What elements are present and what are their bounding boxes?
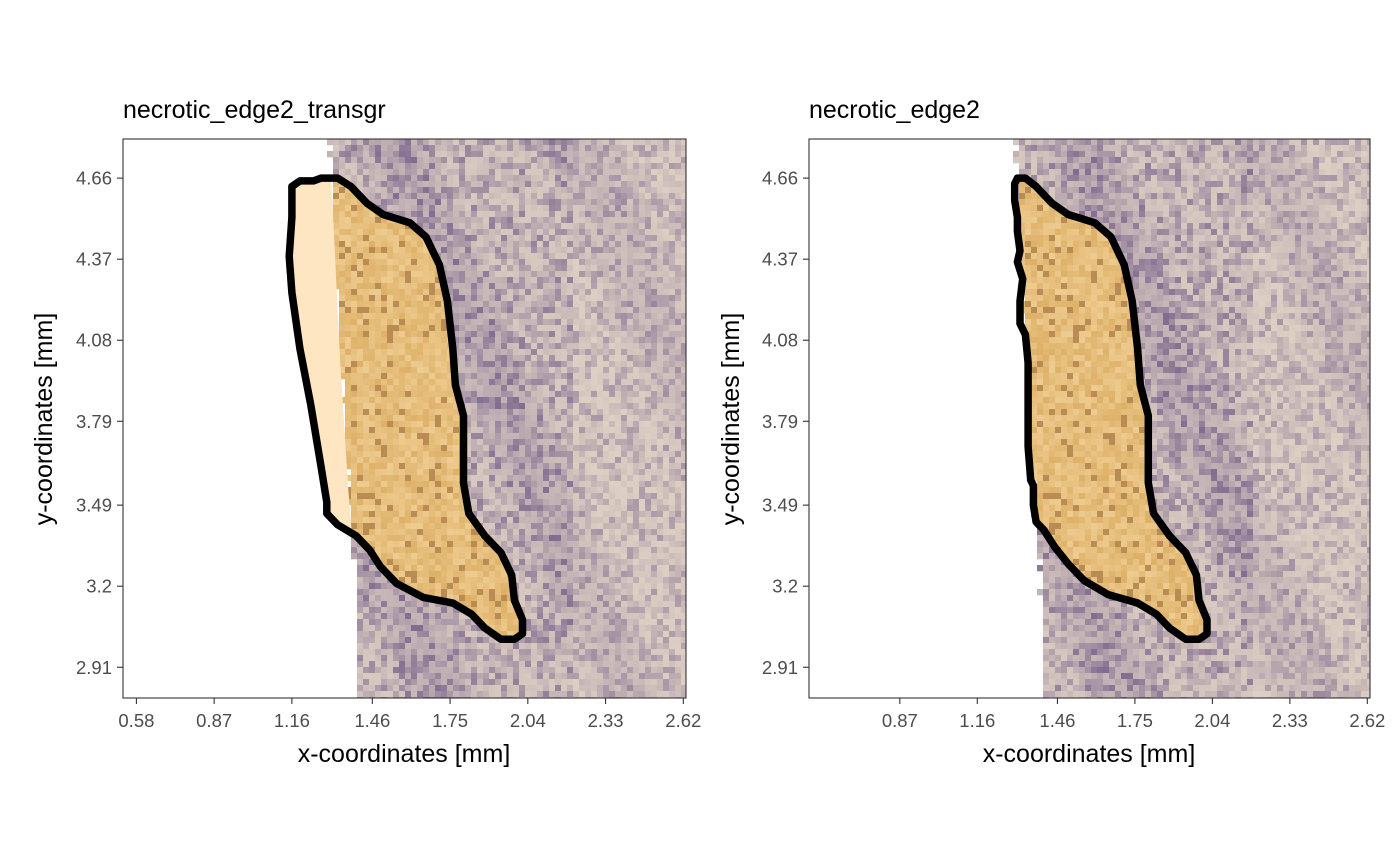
plot-area bbox=[1010, 139, 1370, 698]
x-tick-label: 1.16 bbox=[959, 710, 995, 731]
x-tick-label: 2.62 bbox=[1349, 710, 1385, 731]
y-tick-label: 2.91 bbox=[76, 657, 112, 678]
x-tick-label: 1.16 bbox=[274, 710, 310, 731]
x-axis-ticks: 0.87 1.16 1.46 1.75 2.04 2.33 2.62 bbox=[882, 698, 1385, 731]
y-tick-label: 4.37 bbox=[762, 249, 798, 270]
y-tick-label: 4.66 bbox=[762, 168, 798, 189]
x-tick-label: 2.33 bbox=[588, 710, 624, 731]
y-tick-label: 3.49 bbox=[76, 495, 112, 516]
spatial-trajectory-outline bbox=[1010, 174, 1211, 644]
y-axis-label: y-coordinates [mm] bbox=[30, 313, 58, 526]
x-tick-label: 2.33 bbox=[1272, 710, 1308, 731]
panel-border bbox=[122, 138, 687, 699]
x-tick-label: 2.04 bbox=[510, 710, 546, 731]
x-tick-label: 1.46 bbox=[1039, 710, 1075, 731]
y-axis-label: y-coordinates [mm] bbox=[717, 313, 745, 526]
y-tick-label: 4.08 bbox=[762, 330, 798, 351]
x-tick-label: 1.46 bbox=[354, 710, 390, 731]
y-axis-ticks: 2.91 3.2 3.49 3.79 4.08 4.37 4.66 bbox=[762, 168, 809, 678]
panel-title: necrotic_edge2_transgr bbox=[123, 96, 386, 124]
y-axis-ticks: 2.91 3.2 3.49 3.79 4.08 4.37 4.66 bbox=[76, 168, 123, 678]
y-tick-label: 3.2 bbox=[86, 576, 112, 597]
y-tick-label: 2.91 bbox=[762, 657, 798, 678]
panel-border bbox=[808, 138, 1371, 699]
x-tick-label: 0.87 bbox=[196, 710, 232, 731]
x-axis-label: x-coordinates [mm] bbox=[298, 740, 511, 768]
y-tick-label: 4.08 bbox=[76, 330, 112, 351]
x-tick-label: 0.58 bbox=[118, 710, 154, 731]
panel-necrotic-edge2-transgr: necrotic_edge2_transgr 0.58 0.87 1.16 1.46 1… bbox=[30, 96, 701, 768]
spatial-trajectory-outline bbox=[285, 174, 527, 644]
plot-area bbox=[285, 139, 686, 698]
y-tick-label: 4.66 bbox=[76, 168, 112, 189]
x-tick-label: 0.87 bbox=[882, 710, 918, 731]
x-tick-label: 1.75 bbox=[432, 710, 468, 731]
x-tick-label: 2.62 bbox=[665, 710, 701, 731]
y-tick-label: 3.79 bbox=[76, 411, 112, 432]
tissue-image bbox=[327, 139, 686, 698]
x-axis-label: x-coordinates [mm] bbox=[983, 740, 1196, 768]
tissue-image bbox=[1013, 139, 1370, 698]
y-tick-label: 3.49 bbox=[762, 495, 798, 516]
panel-title: necrotic_edge2 bbox=[809, 96, 980, 124]
x-tick-label: 2.04 bbox=[1194, 710, 1230, 731]
y-tick-label: 4.37 bbox=[76, 249, 112, 270]
panel-necrotic-edge2: necrotic_edge2 0.87 1.16 1.46 1.75 2.04 2.33 2… bbox=[717, 96, 1385, 768]
y-tick-label: 3.79 bbox=[762, 411, 798, 432]
x-axis-ticks: 0.58 0.87 1.16 1.46 1.75 2.04 2.33 2.62 bbox=[118, 698, 701, 731]
x-tick-label: 1.75 bbox=[1117, 710, 1153, 731]
y-tick-label: 3.2 bbox=[772, 576, 798, 597]
